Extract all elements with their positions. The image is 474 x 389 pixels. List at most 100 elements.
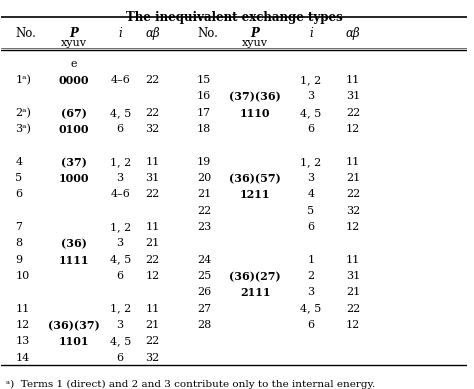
Text: 25: 25 (197, 271, 211, 281)
Text: 6: 6 (117, 124, 124, 134)
Text: 21: 21 (346, 287, 360, 297)
Text: 22: 22 (197, 206, 211, 216)
Text: 4, 5: 4, 5 (301, 303, 322, 314)
Text: 21: 21 (197, 189, 211, 200)
Text: (36)(57): (36)(57) (229, 173, 281, 184)
Text: 21: 21 (346, 173, 360, 183)
Text: (36)(37): (36)(37) (48, 320, 100, 331)
Text: (36): (36) (61, 238, 86, 249)
Text: 22: 22 (146, 336, 160, 346)
Text: 11: 11 (146, 222, 160, 232)
Text: 8: 8 (15, 238, 22, 248)
Text: 4: 4 (15, 157, 22, 167)
Text: 4: 4 (308, 189, 315, 200)
Text: 31: 31 (346, 271, 360, 281)
Text: 1ᵃ): 1ᵃ) (15, 75, 31, 86)
Text: 4, 5: 4, 5 (301, 108, 322, 118)
Text: 6: 6 (308, 124, 315, 134)
Text: ᵃ)  Terms 1 (direct) and 2 and 3 contribute only to the internal energy.: ᵃ) Terms 1 (direct) and 2 and 3 contribu… (6, 380, 375, 389)
Text: (37)(36): (37)(36) (229, 91, 281, 102)
Text: 11: 11 (346, 75, 360, 85)
Text: 1000: 1000 (58, 173, 89, 184)
Text: 1, 2: 1, 2 (109, 303, 131, 314)
Text: 3: 3 (308, 173, 315, 183)
Text: 21: 21 (146, 320, 160, 330)
Text: 18: 18 (197, 124, 211, 134)
Text: 4, 5: 4, 5 (109, 108, 131, 118)
Text: e: e (70, 59, 77, 69)
Text: 15: 15 (197, 75, 211, 85)
Text: 22: 22 (146, 75, 160, 85)
Text: 6: 6 (117, 271, 124, 281)
Text: P: P (69, 27, 78, 40)
Text: 9: 9 (15, 255, 22, 265)
Text: 20: 20 (197, 173, 211, 183)
Text: 2: 2 (308, 271, 315, 281)
Text: 14: 14 (15, 352, 29, 363)
Text: 13: 13 (15, 336, 29, 346)
Text: 5: 5 (15, 173, 22, 183)
Text: 27: 27 (197, 303, 211, 314)
Text: 6: 6 (117, 352, 124, 363)
Text: 12: 12 (15, 320, 29, 330)
Text: 12: 12 (346, 320, 360, 330)
Text: 0000: 0000 (58, 75, 89, 86)
Text: xyuv: xyuv (61, 39, 87, 49)
Text: 12: 12 (146, 271, 160, 281)
Text: 32: 32 (146, 124, 160, 134)
Text: 3: 3 (117, 320, 124, 330)
Text: 22: 22 (146, 189, 160, 200)
Text: 7: 7 (15, 222, 22, 232)
Text: (67): (67) (61, 108, 86, 119)
Text: αβ: αβ (346, 27, 360, 40)
Text: 21: 21 (146, 238, 160, 248)
Text: i: i (118, 27, 122, 40)
Text: 0100: 0100 (58, 124, 89, 135)
Text: 6: 6 (15, 189, 22, 200)
Text: 1101: 1101 (58, 336, 89, 347)
Text: αβ: αβ (146, 27, 160, 40)
Text: 22: 22 (346, 189, 360, 200)
Text: 4, 5: 4, 5 (109, 336, 131, 346)
Text: 28: 28 (197, 320, 211, 330)
Text: 12: 12 (346, 222, 360, 232)
Text: 6: 6 (308, 222, 315, 232)
Text: 3: 3 (117, 173, 124, 183)
Text: 11: 11 (346, 157, 360, 167)
Text: (37): (37) (61, 157, 86, 168)
Text: 23: 23 (197, 222, 211, 232)
Text: xyuv: xyuv (242, 39, 268, 49)
Text: 2ᵃ): 2ᵃ) (15, 108, 31, 118)
Text: (36)(27): (36)(27) (229, 271, 281, 282)
Text: 3: 3 (308, 287, 315, 297)
Text: 22: 22 (146, 255, 160, 265)
Text: 12: 12 (346, 124, 360, 134)
Text: 1110: 1110 (240, 108, 271, 119)
Text: 6: 6 (308, 320, 315, 330)
Text: 26: 26 (197, 287, 211, 297)
Text: 11: 11 (146, 303, 160, 314)
Text: 5: 5 (308, 206, 315, 216)
Text: 10: 10 (15, 271, 29, 281)
Text: 11: 11 (346, 255, 360, 265)
Text: 4, 5: 4, 5 (109, 255, 131, 265)
Text: P: P (251, 27, 260, 40)
Text: 2111: 2111 (240, 287, 271, 298)
Text: 11: 11 (146, 157, 160, 167)
Text: 22: 22 (146, 108, 160, 118)
Text: 31: 31 (346, 91, 360, 102)
Text: 4–6: 4–6 (110, 75, 130, 85)
Text: 1, 2: 1, 2 (301, 157, 322, 167)
Text: 32: 32 (346, 206, 360, 216)
Text: 22: 22 (346, 108, 360, 118)
Text: 32: 32 (146, 352, 160, 363)
Text: 16: 16 (197, 91, 211, 102)
Text: 1, 2: 1, 2 (301, 75, 322, 85)
Text: 1: 1 (308, 255, 315, 265)
Text: No.: No. (197, 27, 218, 40)
Text: 3: 3 (308, 91, 315, 102)
Text: 1, 2: 1, 2 (109, 157, 131, 167)
Text: 17: 17 (197, 108, 211, 118)
Text: 31: 31 (146, 173, 160, 183)
Text: 3: 3 (117, 238, 124, 248)
